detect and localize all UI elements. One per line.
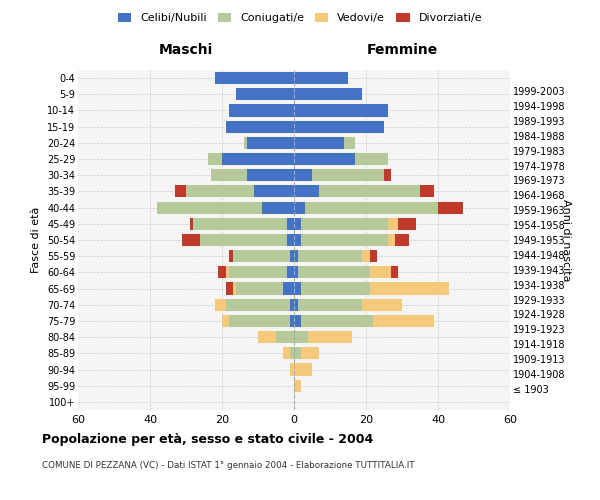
Bar [215,298,226,311]
Bar [398,218,416,230]
Bar [157,202,262,213]
Bar [229,104,294,117]
Bar [373,315,434,327]
Bar [283,282,294,294]
Bar [388,218,398,230]
Bar [208,153,222,165]
Bar [233,250,290,262]
Bar [233,282,236,294]
Bar [290,348,294,360]
Bar [294,348,301,360]
Bar [294,282,301,294]
Bar [301,282,370,294]
Bar [301,218,388,230]
Bar [182,234,200,246]
Text: Maschi: Maschi [159,43,213,57]
Bar [370,250,377,262]
Bar [420,186,434,198]
Bar [294,364,312,376]
Bar [211,169,247,181]
Bar [294,169,312,181]
Bar [362,250,370,262]
Bar [294,202,305,213]
Legend: Celibi/Nubili, Coniugati/e, Vedovi/e, Divorziati/e: Celibi/Nubili, Coniugati/e, Vedovi/e, Di… [113,8,487,28]
Bar [319,186,420,198]
Bar [222,315,229,327]
Bar [294,120,384,132]
Bar [229,315,290,327]
Bar [200,234,287,246]
Bar [175,186,186,198]
Bar [388,234,395,246]
Text: COMUNE DI PEZZANA (VC) - Dati ISTAT 1° gennaio 2004 - Elaborazione TUTTITALIA.IT: COMUNE DI PEZZANA (VC) - Dati ISTAT 1° g… [42,460,415,469]
Bar [294,104,388,117]
Bar [226,266,229,278]
Bar [215,72,294,84]
Bar [193,218,287,230]
Bar [305,202,438,213]
Bar [294,88,362,101]
Bar [290,298,294,311]
Bar [290,364,294,376]
Bar [247,137,294,149]
Bar [391,266,398,278]
Bar [301,348,319,360]
Bar [294,72,348,84]
Bar [283,348,290,360]
Bar [294,298,298,311]
Bar [247,169,294,181]
Bar [229,250,233,262]
Bar [362,298,402,311]
Bar [276,331,294,343]
Bar [294,234,301,246]
Bar [190,218,193,230]
Bar [294,186,319,198]
Bar [384,169,391,181]
Text: Popolazione per età, sesso e stato civile - 2004: Popolazione per età, sesso e stato civil… [42,432,373,446]
Bar [236,282,283,294]
Bar [226,282,233,294]
Bar [287,266,294,278]
Bar [301,315,373,327]
Y-axis label: Fasce di età: Fasce di età [31,207,41,273]
Bar [229,266,287,278]
Bar [258,331,276,343]
Bar [186,186,254,198]
Bar [294,250,298,262]
Bar [226,120,294,132]
Bar [287,218,294,230]
Bar [438,202,463,213]
Bar [290,315,294,327]
Bar [294,266,298,278]
Bar [312,169,384,181]
Bar [244,137,247,149]
Bar [290,250,294,262]
Bar [298,250,362,262]
Bar [294,137,344,149]
Bar [218,266,226,278]
Bar [226,298,290,311]
Bar [294,331,308,343]
Bar [308,331,352,343]
Bar [294,315,301,327]
Bar [395,234,409,246]
Bar [222,153,294,165]
Bar [294,218,301,230]
Bar [236,88,294,101]
Bar [344,137,355,149]
Bar [298,266,370,278]
Bar [298,298,362,311]
Bar [287,234,294,246]
Bar [370,266,391,278]
Bar [262,202,294,213]
Bar [294,380,301,392]
Bar [301,234,388,246]
Bar [254,186,294,198]
Bar [370,282,449,294]
Bar [355,153,388,165]
Y-axis label: Anni di nascita: Anni di nascita [561,198,571,281]
Text: Femmine: Femmine [367,43,437,57]
Bar [294,153,355,165]
